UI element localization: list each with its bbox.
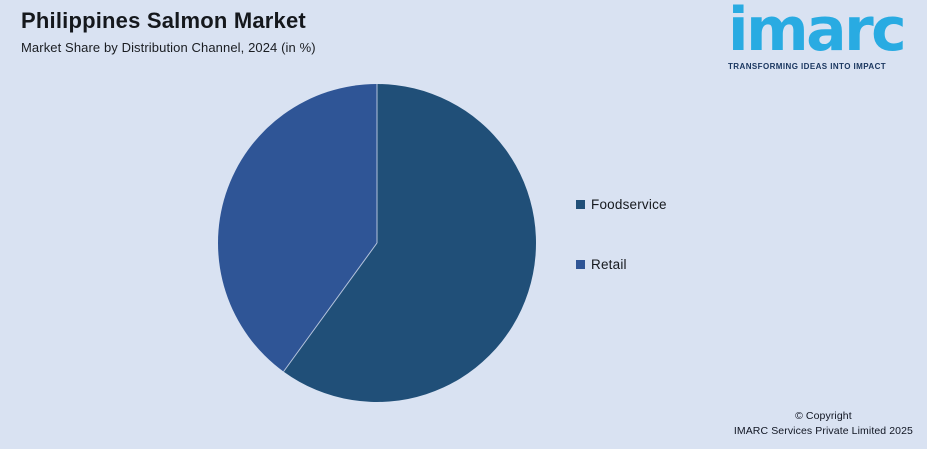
page-subtitle: Market Share by Distribution Channel, 20…	[21, 40, 316, 56]
copyright-line2: IMARC Services Private Limited 2025	[733, 425, 913, 437]
chart-legend: Foodservice Retail	[576, 196, 667, 316]
legend-item-retail: Retail	[576, 256, 667, 273]
pie-chart-svg	[218, 83, 537, 402]
legend-label: Foodservice	[591, 197, 667, 212]
pie-chart	[207, 73, 547, 413]
pie-slice-retail	[218, 84, 377, 372]
copyright-line1: © Copyright	[795, 410, 852, 422]
pie-slice-foodservice	[283, 83, 537, 402]
slice-divider-line	[283, 242, 378, 372]
copyright-notice: © Copyright IMARC Services Private Limit…	[734, 409, 913, 439]
legend-item-foodservice: Foodservice	[576, 196, 667, 213]
imarc-logo-tagline: TRANSFORMING IDEAS INTO IMPACT	[728, 62, 887, 71]
legend-label: Retail	[591, 257, 627, 272]
chart-header: Philippines Salmon Market Market Share b…	[21, 8, 316, 55]
legend-swatch	[576, 260, 585, 269]
imarc-logo-text: imarc	[728, 0, 907, 65]
imarc-logo: imarc TRANSFORMING IDEAS INTO IMPACT	[728, 0, 918, 71]
page-title: Philippines Salmon Market	[21, 8, 306, 33]
legend-swatch	[576, 200, 585, 209]
